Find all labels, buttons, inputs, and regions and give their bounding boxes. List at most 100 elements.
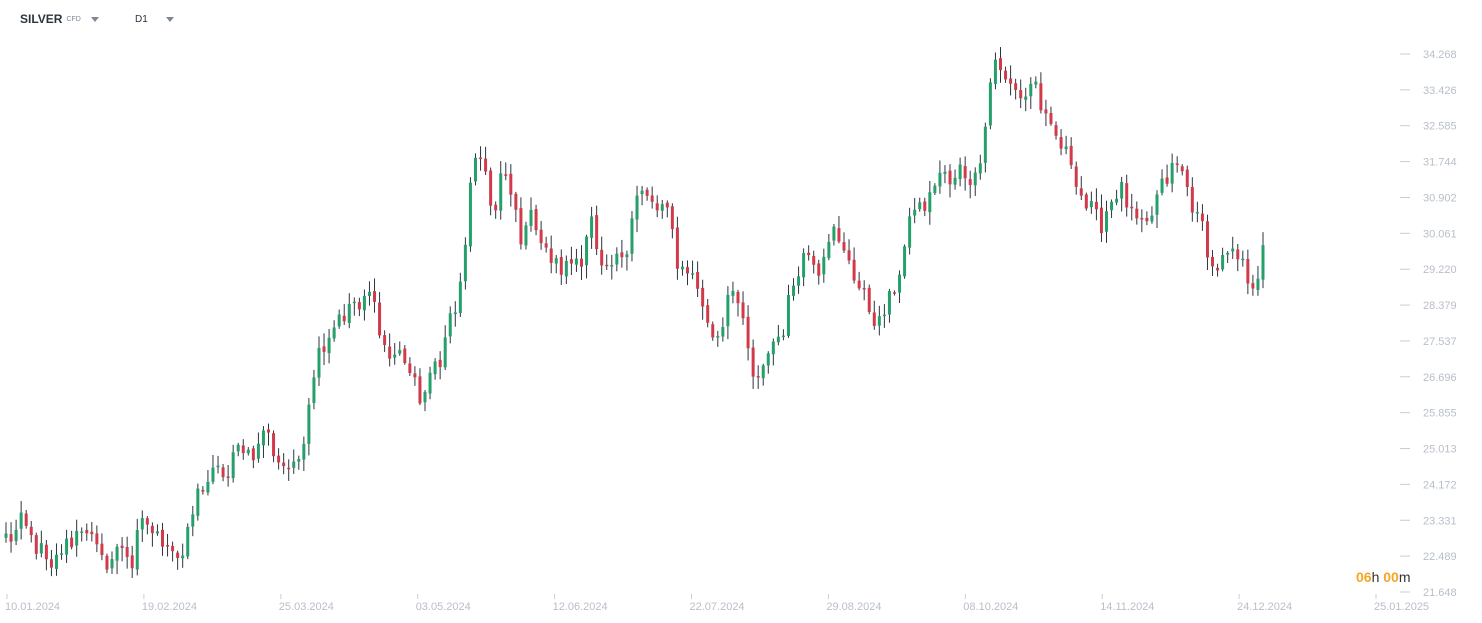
candle-body	[4, 533, 8, 538]
candle-body	[1064, 146, 1068, 150]
candle-body	[307, 404, 311, 444]
candle-body	[322, 346, 326, 352]
candle-body	[958, 164, 962, 179]
candle-body	[867, 287, 871, 312]
candle-body	[852, 259, 856, 281]
candle-body	[408, 363, 412, 373]
y-tick-label: 25.855	[1423, 408, 1457, 420]
candle-body	[726, 294, 730, 327]
candle-body	[1216, 267, 1220, 271]
candle-body	[650, 195, 654, 202]
candle-body	[272, 433, 276, 457]
candle-body	[590, 216, 594, 238]
candle-body	[1099, 207, 1103, 234]
candle-body	[357, 302, 361, 310]
candle-body	[1160, 178, 1164, 193]
candle-body	[166, 545, 170, 547]
candle-body	[807, 252, 811, 256]
candle-body	[665, 202, 669, 208]
candle-body	[1241, 258, 1245, 261]
candle-body	[988, 82, 992, 126]
candle-body	[933, 185, 937, 194]
candle-body	[418, 376, 422, 404]
candle-body	[256, 443, 260, 459]
candle-body	[706, 305, 710, 323]
candle-body	[110, 559, 114, 569]
chevron-down-icon[interactable]	[90, 16, 99, 22]
x-tick-label: 14.11.2024	[1100, 601, 1154, 613]
candle-body	[211, 467, 215, 482]
candle-body	[948, 170, 952, 185]
candle-body	[595, 215, 599, 250]
x-tick-label: 22.07.2024	[690, 601, 745, 613]
candle-body	[993, 59, 997, 84]
candle-body	[241, 445, 245, 454]
price-axis: 34.268 33.426 32.585 31.744 30.902 30.061 29.2…	[1400, 49, 1457, 599]
countdown-hours: 06	[1356, 569, 1372, 585]
candle-body	[1019, 90, 1023, 99]
candle-body	[640, 190, 644, 195]
candle-body	[938, 172, 942, 187]
candle-body	[186, 526, 190, 557]
candle-body	[579, 258, 583, 267]
candle-body	[317, 347, 321, 378]
x-tick-label: 08.10.2024	[963, 601, 1018, 613]
candle-body	[645, 189, 649, 196]
candle-body	[670, 206, 674, 230]
candle-body	[75, 530, 79, 546]
candle-body	[95, 533, 99, 545]
candle-body	[771, 341, 775, 355]
candle-body	[903, 246, 907, 277]
candle-body	[1226, 252, 1230, 255]
candle-body	[1044, 109, 1048, 114]
candle-body	[453, 312, 457, 315]
candle-body	[282, 462, 286, 467]
candle-body	[585, 236, 589, 266]
candle-body	[832, 226, 836, 241]
candle-body	[403, 348, 407, 364]
candle-body	[559, 257, 563, 275]
candle-body	[352, 301, 356, 304]
candle-body	[529, 209, 533, 226]
candle-body	[1059, 137, 1063, 149]
candle-body	[1014, 83, 1018, 90]
candle-body	[312, 377, 316, 403]
candle-body	[1155, 194, 1159, 215]
candle-body	[802, 253, 806, 278]
candle-body	[741, 302, 745, 319]
candle-body	[635, 195, 639, 220]
candle-body	[150, 525, 154, 534]
candle-body	[342, 315, 346, 322]
candle-body	[115, 546, 119, 561]
candle-body	[892, 292, 896, 294]
candle-body	[731, 290, 735, 296]
candle-body	[1034, 81, 1038, 85]
candle-body	[781, 335, 785, 338]
candle-body	[524, 225, 528, 246]
candle-body	[746, 316, 750, 349]
symbol-selector[interactable]: SILVER CFD	[20, 10, 99, 28]
candle-body	[1211, 256, 1215, 267]
candle-body	[918, 202, 922, 210]
candle-body	[499, 173, 503, 211]
candle-body	[54, 554, 58, 569]
candle-body	[145, 518, 149, 525]
x-tick-label: 24.12.2024	[1237, 601, 1292, 613]
candle-body	[544, 243, 548, 248]
candle-body	[569, 259, 573, 264]
candle-body	[968, 179, 972, 185]
candle-body	[792, 285, 796, 296]
candle-body	[443, 337, 447, 368]
candle-body	[766, 353, 770, 366]
candle-body	[701, 287, 705, 307]
y-tick-label: 22.489	[1423, 551, 1457, 563]
timeframe-selector[interactable]: D1	[135, 10, 174, 28]
candle-body	[1039, 83, 1043, 111]
candle-body	[862, 287, 866, 290]
candle-body	[887, 290, 891, 315]
chevron-down-icon[interactable]	[165, 16, 174, 22]
candle-body	[1024, 96, 1028, 100]
candle-body	[44, 544, 48, 560]
candle-body	[393, 354, 397, 358]
